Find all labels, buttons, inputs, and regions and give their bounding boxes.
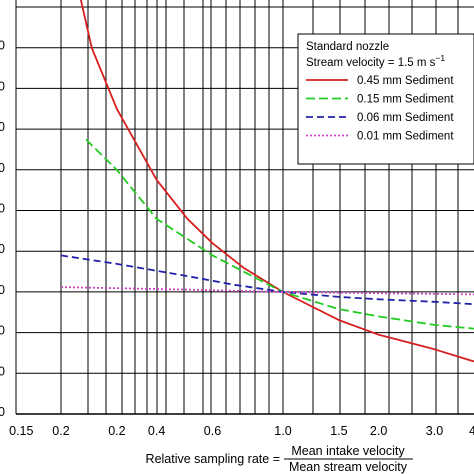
x-axis-label-numerator: Mean intake velocity [291,444,405,458]
y-tick-label: 0 [0,161,5,175]
y-tick-labels: 0 0 0 0 0 0 0 0 0 0 [0,39,5,419]
series-line-2 [60,254,474,306]
grid [15,0,474,415]
y-tick-label: 0 [0,405,5,419]
legend: Standard nozzle Stream velocity = 1.5 m … [297,33,474,165]
legend-label: 0.15 mm Sediment [357,94,454,106]
y-tick-label: 0 [0,242,5,256]
plot-series [60,0,474,363]
y-tick-label: 0 [0,202,5,216]
y-tick-label: 0 [0,283,5,297]
legend-title: Standard nozzle [306,41,389,53]
y-tick-label: 0 [0,324,5,338]
legend-velocity-exponent: −1 [435,53,445,63]
x-axis-label-denominator: Mean stream velocity [289,460,408,474]
x-tick-label: 1.5 [330,424,347,438]
series-line-0 [79,0,474,363]
x-tick-label: 3.0 [426,424,443,438]
x-tick-label: 1.0 [274,424,291,438]
x-tick-labels: 0.15 0.2 0.2 0.4 0.6 1.0 1.5 2.0 3.0 4. [9,424,474,438]
y-tick-label: 0 [0,39,5,53]
legend-label: 0.06 mm Sediment [357,112,454,124]
legend-stream-velocity: Stream velocity = 1.5 m s−1 [306,53,445,69]
legend-label: 0.45 mm Sediment [357,75,454,87]
y-tick-label: 0 [0,120,5,134]
x-tick-label: 2.0 [370,424,387,438]
x-tick-label: 0.4 [148,424,165,438]
y-tick-label: 0 [0,364,5,378]
x-axis-label: Relative sampling rate = Mean intake vel… [146,444,413,474]
x-tick-label: 0.15 [9,424,33,438]
series-line-3 [60,286,474,296]
legend-label: 0.01 mm Sediment [357,131,454,143]
x-tick-label: 0.2 [108,424,125,438]
x-tick-label: 0.6 [204,424,221,438]
x-axis-label-prefix: Relative sampling rate = [146,452,280,466]
legend-items: 0.45 mm Sediment 0.15 mm Sediment 0.06 mm … [306,75,454,143]
x-tick-label: 4. [469,424,474,438]
y-tick-label: 0 [0,79,5,93]
x-tick-label: 0.2 [52,424,69,438]
series-line-1 [85,138,474,330]
